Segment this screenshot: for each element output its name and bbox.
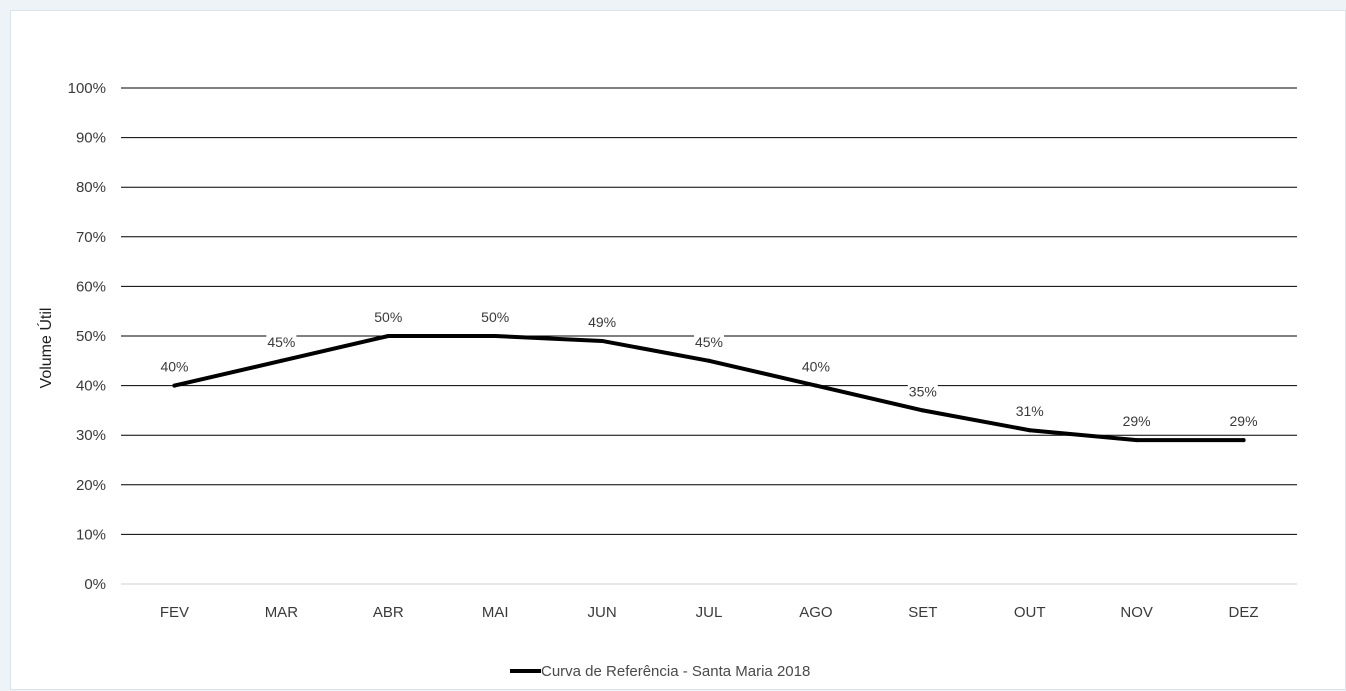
data-label: 35% (909, 383, 937, 399)
legend-label: Curva de Referência - Santa Maria 2018 (541, 663, 810, 680)
x-tick-label: MAR (265, 604, 299, 621)
legend: Curva de Referência - Santa Maria 2018 (510, 663, 810, 680)
data-label: 29% (1230, 413, 1258, 429)
data-label-background (800, 357, 831, 376)
y-tick-label: 30% (76, 427, 106, 444)
x-axis-tick-labels: FEV MAR ABR MAI JUN JUL AGO SET OUT NOV DEZ (160, 604, 1259, 621)
data-point (600, 338, 605, 343)
data-label-background (694, 332, 724, 351)
x-tick-label: SET (908, 604, 937, 621)
data-label-background (1014, 402, 1045, 421)
series-line (172, 334, 1246, 443)
x-tick-label: OUT (1014, 604, 1046, 621)
data-label-background (266, 332, 297, 351)
x-tick-label: MAI (482, 604, 509, 621)
x-tick-label: AGO (799, 604, 832, 621)
data-label-background (373, 308, 404, 326)
x-tick-label: JUN (588, 604, 617, 621)
data-label: 40% (160, 359, 188, 375)
x-tick-label: ABR (373, 604, 404, 621)
data-label: 45% (267, 334, 295, 350)
data-label: 40% (802, 359, 830, 375)
data-label-background (1121, 412, 1152, 431)
line-chart: 0% 10% 20% 30% 40% 50% 60% 70% 80% 90% 100% FEV MAR… (36, 80, 1297, 680)
data-label-background (480, 308, 511, 326)
data-point (1027, 428, 1032, 433)
data-label: 49% (588, 314, 616, 330)
data-point (172, 383, 177, 388)
y-tick-label: 60% (76, 278, 106, 295)
y-tick-label: 20% (76, 477, 106, 494)
y-tick-label: 70% (76, 229, 106, 246)
data-point (279, 358, 284, 363)
data-label-background (1228, 412, 1259, 431)
data-label: 31% (1016, 403, 1044, 419)
y-tick-label: 80% (76, 179, 106, 196)
data-label: 50% (374, 309, 402, 325)
data-label-background (587, 312, 618, 331)
series-group (172, 334, 1246, 443)
y-axis-title: Volume Útil (36, 308, 55, 389)
x-tick-label: NOV (1120, 604, 1153, 621)
data-point (493, 334, 498, 338)
data-label: 29% (1123, 413, 1151, 429)
y-axis-tick-labels: 0% 10% 20% 30% 40% 50% 60% 70% 80% 90% 100% (68, 80, 106, 593)
y-tick-label: 40% (76, 378, 106, 395)
y-tick-label: 100% (68, 80, 106, 97)
data-label-background (907, 382, 938, 401)
data-labels: 40% 45% 50% 50% 49% 45% 40% 35% 31% 29% 29% (159, 308, 1259, 431)
data-point (813, 383, 818, 388)
data-point (1134, 438, 1139, 443)
chart-frame: 0% 10% 20% 30% 40% 50% 60% 70% 80% 90% 100% FEV MAR… (10, 10, 1346, 690)
data-point (707, 358, 711, 363)
data-point (1241, 438, 1246, 443)
x-tick-label: FEV (160, 604, 189, 621)
x-tick-label: JUL (696, 604, 723, 621)
x-tick-label: DEZ (1229, 604, 1259, 621)
y-tick-label: 50% (76, 328, 106, 345)
data-label-background (159, 357, 190, 376)
data-label: 45% (695, 334, 723, 350)
data-point (920, 408, 925, 413)
y-tick-label: 0% (84, 576, 106, 593)
y-tick-label: 10% (76, 526, 106, 543)
y-tick-label: 90% (76, 130, 106, 147)
data-point (386, 334, 391, 338)
data-label: 50% (481, 309, 509, 325)
